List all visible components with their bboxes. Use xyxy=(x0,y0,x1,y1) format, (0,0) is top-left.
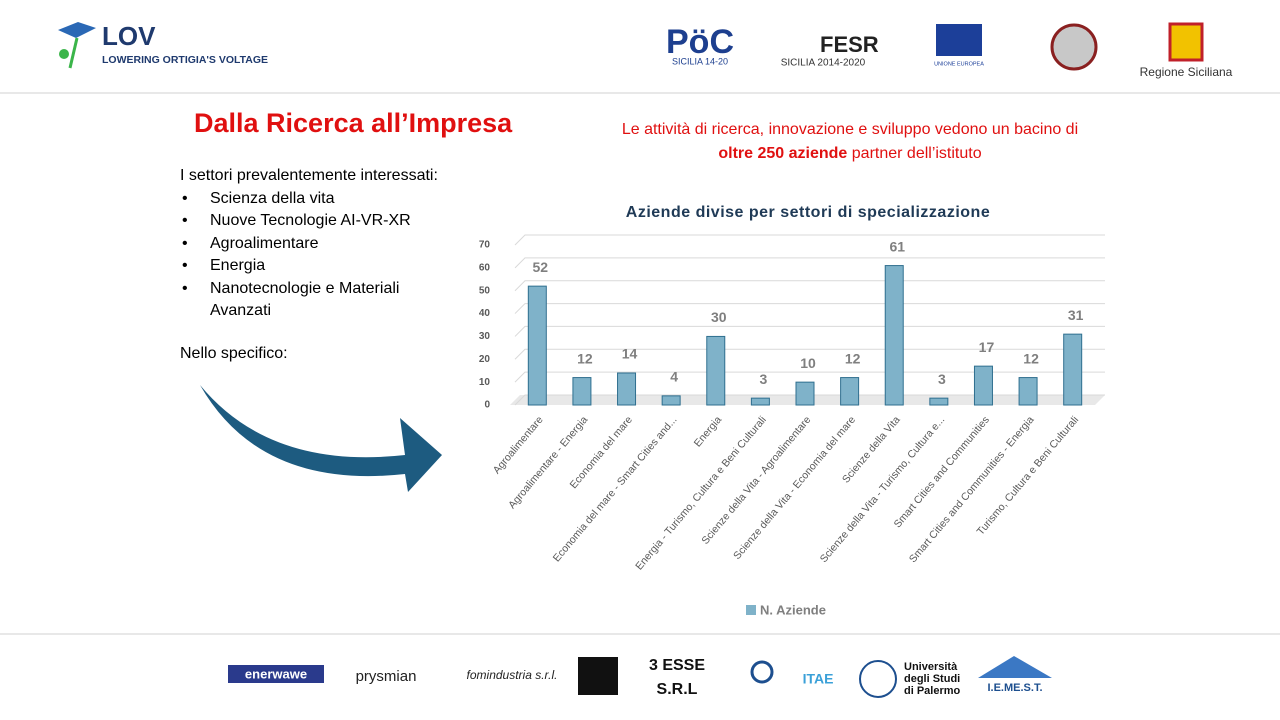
value-label: 3 xyxy=(759,371,767,387)
bar xyxy=(884,265,904,406)
x-tick-label: Agroalimentare - Energia xyxy=(506,414,590,511)
value-label: 4 xyxy=(670,369,678,385)
value-label: 12 xyxy=(577,350,593,366)
partner-label: Regione Siciliana xyxy=(1140,65,1233,79)
bullet: Nanotecnologie e Materiali Avanzati xyxy=(182,278,440,323)
list-heading: I settori prevalentemente interessati: xyxy=(180,167,438,184)
y-tick-label: 50 xyxy=(479,285,491,296)
y-tick-label: 60 xyxy=(479,262,491,273)
grid-line xyxy=(514,234,1105,246)
bar xyxy=(1063,333,1083,406)
plot: 0 10 20 30 40 50 60 70 52 12 14 4 30 3 10 12 61 3 17 12 31 Ag… xyxy=(479,234,1105,617)
footer-logo: di Palermo xyxy=(904,685,961,697)
bullet: Agroalimentare xyxy=(182,233,440,256)
grid-line xyxy=(514,257,1105,269)
bar xyxy=(572,377,592,406)
legend-swatch xyxy=(746,605,756,615)
bar xyxy=(840,377,860,406)
footer-logo: S.R.L xyxy=(657,681,698,698)
bar xyxy=(750,397,770,406)
footer-logo: prysmian xyxy=(356,668,417,685)
partner-label: SICILIA 2014-2020 xyxy=(781,58,866,69)
y-tick-label: 70 xyxy=(479,240,491,251)
x-tick-label: Energia xyxy=(692,414,725,450)
footer-logo: fomindustria s.r.l. xyxy=(467,668,558,682)
value-label: 30 xyxy=(711,309,727,325)
italy-emblem xyxy=(1050,23,1098,71)
value-label: 12 xyxy=(845,350,861,366)
value-label: 3 xyxy=(938,371,946,387)
bullet-list: Scienza della vitaNuove Tecnologie AI-VR… xyxy=(180,188,440,323)
itae-logo: ITAE xyxy=(803,671,834,687)
y-tick-label: 20 xyxy=(479,354,491,365)
bar xyxy=(661,395,681,406)
y-tick-label: 40 xyxy=(479,308,491,319)
y-tick-label: 0 xyxy=(484,400,490,411)
specific-label: Nello specifico: xyxy=(180,345,288,362)
intro-line: partner dell’istituto xyxy=(847,145,982,162)
poc-logo: PöC xyxy=(666,23,734,61)
intro-text: Le attività di ricerca, innovazione e sv… xyxy=(580,118,1120,166)
footer-logo: degli Studi xyxy=(904,673,960,685)
grid-line xyxy=(514,303,1105,314)
y-tick-label: 10 xyxy=(479,377,491,388)
logo-title: LOV xyxy=(102,21,156,51)
bar xyxy=(929,397,949,406)
value-label: 10 xyxy=(800,355,816,371)
value-label: 31 xyxy=(1068,307,1084,323)
grid-line xyxy=(514,371,1105,383)
grid-line xyxy=(514,280,1105,292)
eu-flag xyxy=(936,24,982,56)
logo-box xyxy=(228,665,324,683)
partner-label: FESR xyxy=(820,32,879,57)
sector-list: I settori prevalentemente interessati: S… xyxy=(180,165,440,323)
grid-line xyxy=(514,394,1105,406)
grid-line xyxy=(514,325,1105,337)
sicily-emblem xyxy=(1168,22,1204,62)
apeo-logo xyxy=(578,657,618,695)
bar xyxy=(706,335,726,406)
value-label: 14 xyxy=(622,346,638,362)
cnr-logo xyxy=(750,660,774,684)
intro-line: Le attività di ricerca, innovazione e sv… xyxy=(621,121,1079,138)
chart-title: Aziende divise per settori di specializz… xyxy=(626,204,990,221)
lov-logo xyxy=(58,22,96,69)
footer-logo: I.E.ME.S.T. xyxy=(987,682,1042,694)
logo-subtitle: LOWERING ORTIGIA'S VOLTAGE xyxy=(102,54,268,66)
footer-logo: enerwawe xyxy=(245,666,307,681)
grid-line xyxy=(514,348,1105,360)
iemest-roof xyxy=(978,656,1052,678)
bar xyxy=(1018,377,1038,406)
value-label: 52 xyxy=(533,259,549,275)
bullet: Scienza della vita xyxy=(182,188,440,211)
bar xyxy=(527,285,547,406)
value-label: 61 xyxy=(889,238,905,254)
footer-logo: 3 ESSE xyxy=(649,657,705,674)
bar xyxy=(973,365,993,406)
bullet: Nuove Tecnologie AI-VR-XR xyxy=(182,210,440,233)
partner-label: UNIONE EUROPEA xyxy=(934,61,984,67)
x-tick-label: Smart Cities and Communities xyxy=(892,414,992,530)
intro-highlight: oltre 250 aziende xyxy=(718,145,848,162)
footer-logo: Università xyxy=(904,661,958,673)
arrow xyxy=(200,385,442,492)
unipa-seal xyxy=(859,660,897,698)
value-label: 12 xyxy=(1023,350,1039,366)
value-label: 17 xyxy=(979,339,995,355)
slide-title: Dalla Ricerca all’Impresa xyxy=(194,108,513,138)
legend-label: N. Aziende xyxy=(760,602,826,617)
partner-label: SICILIA 14-20 xyxy=(672,56,728,66)
y-tick-label: 30 xyxy=(479,331,491,342)
bar xyxy=(795,381,815,406)
bar xyxy=(617,372,637,406)
bullet: Energia xyxy=(182,255,440,278)
